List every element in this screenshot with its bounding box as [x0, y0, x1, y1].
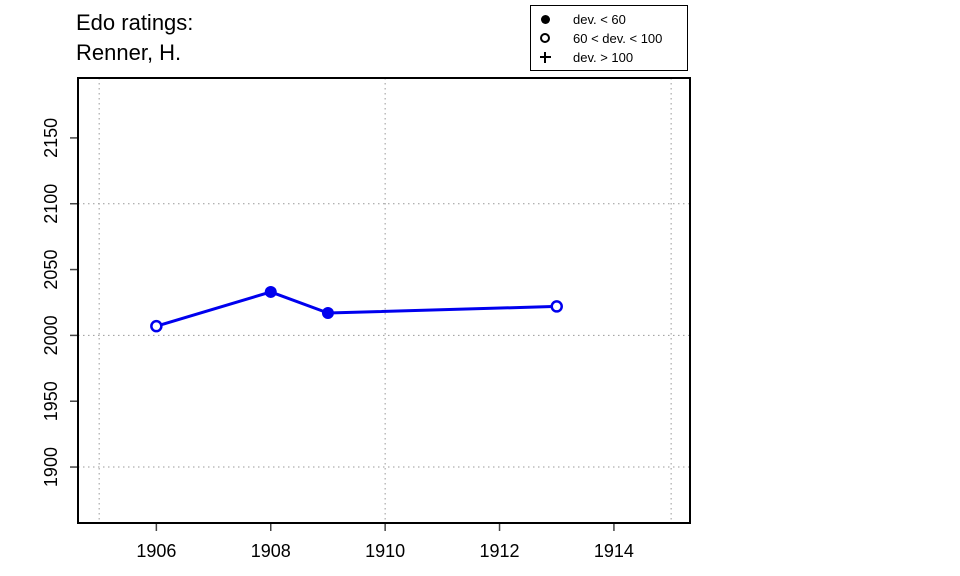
- chart-title-line1: Edo ratings:: [76, 10, 194, 35]
- chart-title-line2: Renner, H.: [76, 40, 182, 65]
- legend-marker-cell: [539, 13, 551, 25]
- legend-marker-cell: [539, 32, 551, 44]
- legend-label: 60 < dev. < 100: [573, 30, 663, 46]
- rating-line: [154, 290, 559, 328]
- chart-title: Edo ratings: Renner, H.: [76, 8, 193, 68]
- y-tick-label: 2150: [41, 118, 61, 158]
- data-point-open: [550, 300, 563, 313]
- legend: dev. < 60 60 < dev. < 100 dev. > 100: [530, 5, 688, 71]
- filled-circle-icon: [540, 14, 550, 24]
- x-tick-label: 1910: [365, 541, 405, 561]
- legend-label: dev. > 100: [573, 49, 634, 65]
- data-point-filled: [264, 285, 277, 298]
- plus-icon: [539, 51, 551, 63]
- legend-item-dev-lt-60: dev. < 60: [539, 12, 687, 27]
- x-tick-label: 1906: [136, 541, 176, 561]
- legend-item-dev-gt-100: dev. > 100: [539, 50, 687, 65]
- data-point-filled: [321, 307, 334, 320]
- x-tick-label: 1914: [594, 541, 634, 561]
- y-tick-label: 1950: [41, 381, 61, 421]
- data-point-open: [150, 319, 163, 333]
- y-tick-label: 2000: [41, 315, 61, 355]
- legend-marker-cell: [539, 51, 551, 63]
- y-tick-label: 1900: [41, 447, 61, 487]
- legend-label: dev. < 60: [573, 11, 626, 27]
- x-tick-label: 1908: [251, 541, 291, 561]
- legend-item-dev-60-100: 60 < dev. < 100: [539, 31, 687, 46]
- open-circle-icon: [540, 33, 550, 43]
- y-tick-label: 2050: [41, 250, 61, 290]
- plot-border: [77, 77, 691, 524]
- y-tick-label: 2100: [41, 184, 61, 224]
- x-tick-label: 1912: [480, 541, 520, 561]
